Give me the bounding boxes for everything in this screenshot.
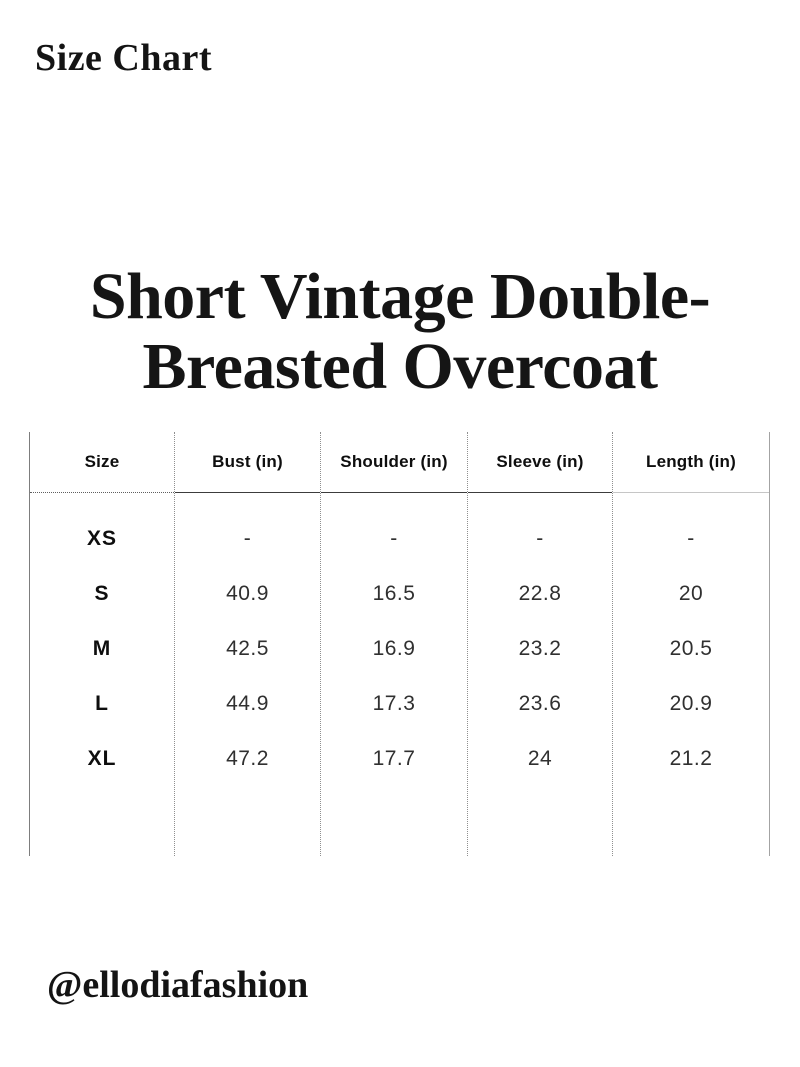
table-cell: 17.7 bbox=[372, 746, 416, 770]
table-cell: - bbox=[687, 526, 695, 550]
table-cell: 23.2 bbox=[518, 636, 562, 660]
table-cell: XS bbox=[86, 526, 117, 550]
table-cell: 23.6 bbox=[518, 691, 562, 715]
table-cell: 20.9 bbox=[669, 691, 713, 715]
column-size-body: XS S M L XL bbox=[30, 493, 174, 786]
column-bust: Bust (in) - 40.9 42.5 44.9 47.2 bbox=[175, 432, 321, 856]
header-cell-size: Size bbox=[30, 432, 174, 493]
column-shoulder: Shoulder (in) - 16.5 16.9 17.3 17.7 bbox=[321, 432, 468, 856]
header-cell-sleeve: Sleeve (in) bbox=[468, 432, 612, 493]
table-cell: 17.3 bbox=[372, 691, 416, 715]
header-cell-shoulder: Shoulder (in) bbox=[321, 432, 467, 493]
table-cell: 47.2 bbox=[226, 746, 269, 770]
product-title-line2: Breasted Overcoat bbox=[142, 330, 658, 403]
column-length: Length (in) - 20 20.5 20.9 21.2 bbox=[613, 432, 769, 856]
table-cell: 22.8 bbox=[518, 581, 562, 605]
column-shoulder-body: - 16.5 16.9 17.3 17.7 bbox=[321, 493, 467, 786]
column-sleeve: Sleeve (in) - 22.8 23.2 23.6 24 bbox=[468, 432, 613, 856]
column-size: Size XS S M L XL bbox=[30, 432, 175, 856]
instagram-handle: @ellodiafashion bbox=[47, 964, 309, 1006]
table-cell: 21.2 bbox=[669, 746, 713, 770]
page-title: Size Chart bbox=[35, 37, 213, 79]
column-sleeve-body: - 22.8 23.2 23.6 24 bbox=[468, 493, 612, 786]
table-cell: - bbox=[243, 526, 252, 550]
table-cell: 42.5 bbox=[226, 636, 269, 660]
column-length-body: - 20 20.5 20.9 21.2 bbox=[613, 493, 769, 786]
table-cell: 24 bbox=[527, 746, 553, 770]
table-cell: - bbox=[536, 526, 544, 550]
header-cell-length: Length (in) bbox=[613, 432, 769, 493]
product-title: Short Vintage Double- Breasted Overcoat bbox=[0, 262, 800, 402]
table-cell: L bbox=[95, 691, 109, 715]
table-cell: 16.9 bbox=[372, 636, 416, 660]
product-title-line1: Short Vintage Double- bbox=[89, 260, 711, 333]
table-cell: 20.5 bbox=[669, 636, 713, 660]
header-cell-bust: Bust (in) bbox=[175, 432, 320, 493]
table-cell: 40.9 bbox=[226, 581, 269, 605]
table-cell: 20 bbox=[678, 581, 704, 605]
table-cell: 44.9 bbox=[226, 691, 269, 715]
table-cell: 16.5 bbox=[372, 581, 416, 605]
table-cell: M bbox=[92, 636, 112, 660]
table-cell: XL bbox=[87, 746, 117, 770]
table-cell: S bbox=[94, 581, 110, 605]
size-table: Size XS S M L XL Bust (in) - 40.9 42.5 4… bbox=[29, 432, 770, 856]
table-cell: - bbox=[390, 526, 398, 550]
column-bust-body: - 40.9 42.5 44.9 47.2 bbox=[175, 493, 320, 786]
